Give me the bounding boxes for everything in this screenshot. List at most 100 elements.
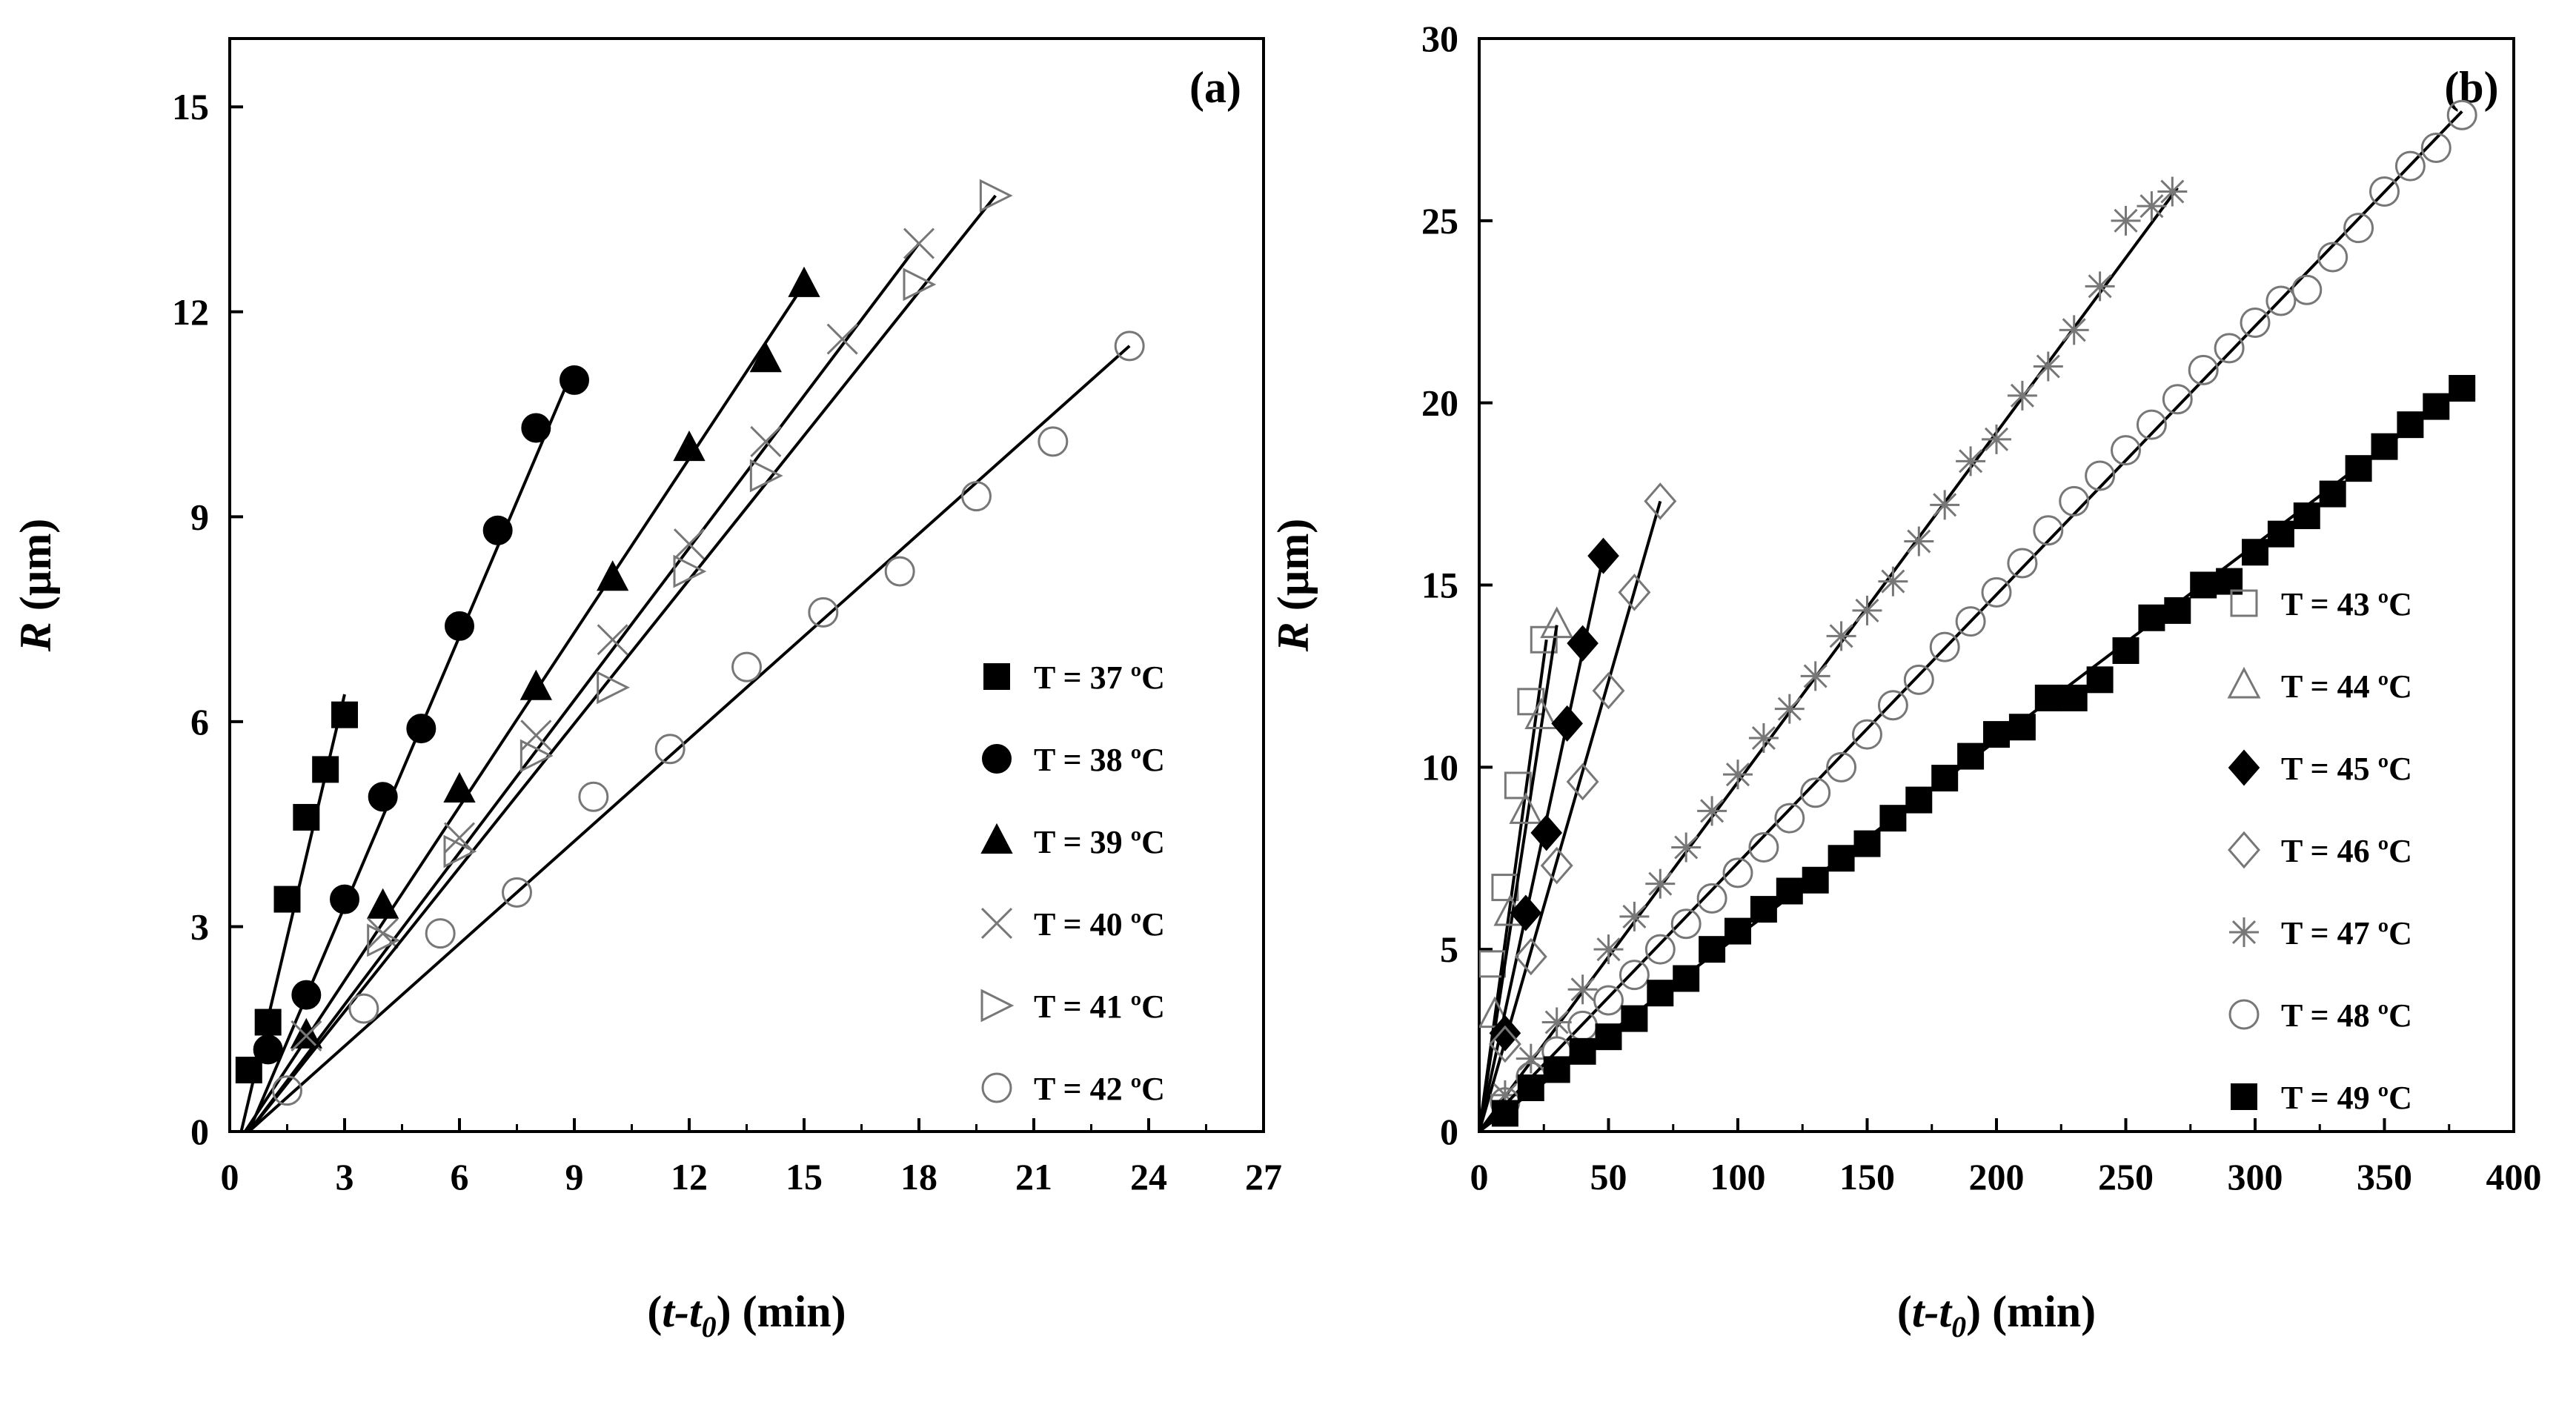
data-point	[1750, 896, 1777, 923]
data-point	[1955, 606, 1986, 637]
y-tick-label: 3	[190, 906, 209, 947]
data-point	[597, 624, 628, 656]
legend-marker	[2231, 1083, 2257, 1110]
data-point	[1514, 937, 1547, 976]
series-5	[248, 330, 1145, 1132]
data-point	[1491, 1100, 1518, 1127]
x-tick-label: 18	[900, 1156, 937, 1197]
data-point	[1776, 877, 1803, 905]
fit-line	[243, 283, 806, 1132]
data-point	[1517, 1074, 1544, 1101]
data-point	[1619, 901, 1650, 931]
data-point	[331, 701, 358, 728]
data-point	[749, 342, 782, 373]
data-point	[673, 430, 706, 462]
data-point	[1567, 974, 1598, 1005]
data-point	[2214, 333, 2245, 364]
data-point	[2111, 205, 2141, 236]
legend-label: T = 38 ºC	[1034, 742, 1165, 778]
data-point	[578, 781, 609, 812]
data-point	[1671, 832, 1702, 863]
data-point	[2293, 502, 2320, 530]
y-tick-label: 12	[172, 291, 209, 333]
x-tick-label: 21	[1015, 1156, 1052, 1197]
data-point	[1852, 719, 1882, 750]
fit-line	[1479, 500, 1662, 1132]
x-tick-label: 15	[786, 1156, 823, 1197]
data-point	[1541, 1007, 1572, 1037]
data-point	[1516, 1043, 1546, 1074]
data-point	[1540, 846, 1573, 885]
data-point	[443, 771, 476, 803]
x-axis-title: (t-t0) (min)	[647, 1287, 846, 1343]
data-point	[673, 554, 707, 588]
data-point	[1670, 908, 1702, 940]
legend-marker	[983, 663, 1010, 690]
data-point	[1510, 894, 1542, 931]
data-point	[1621, 1005, 1648, 1032]
data-point	[2420, 133, 2451, 163]
data-point	[443, 834, 477, 868]
data-point	[1826, 751, 1857, 783]
data-point	[1852, 595, 1882, 625]
fit-line	[248, 242, 920, 1132]
legend-marker	[2228, 749, 2260, 786]
data-point	[1524, 697, 1558, 729]
y-tick-label: 0	[1440, 1111, 1458, 1152]
data-point	[1566, 763, 1599, 801]
data-point	[1929, 631, 1960, 662]
data-point	[1800, 777, 1831, 808]
data-point	[1517, 688, 1545, 716]
x-tick-label: 300	[2228, 1156, 2283, 1197]
data-point	[2059, 485, 2090, 516]
data-point	[520, 720, 552, 751]
data-point	[2397, 411, 2424, 439]
data-point	[1490, 1080, 1520, 1110]
y-tick-label: 20	[1421, 382, 1458, 424]
plot-area	[235, 179, 1145, 1132]
data-point	[1828, 845, 1855, 872]
data-point	[1551, 705, 1583, 742]
data-point	[1489, 1014, 1521, 1052]
data-point	[1587, 537, 1619, 574]
data-point	[1699, 936, 1726, 963]
data-point	[2423, 393, 2450, 420]
data-point	[1774, 803, 1805, 834]
data-point	[2137, 191, 2167, 222]
data-point	[2007, 380, 2037, 411]
legend-marker	[980, 907, 1013, 940]
y-tick-label: 15	[172, 86, 209, 127]
y-tick-label: 25	[1421, 200, 1458, 242]
data-point	[1569, 1037, 1596, 1065]
data-point	[1567, 625, 1599, 662]
data-point	[2446, 99, 2477, 130]
legend-label: T = 49 ºC	[2281, 1080, 2412, 1116]
fit-line	[248, 345, 1131, 1132]
data-point	[961, 481, 992, 512]
data-point	[1723, 760, 1753, 790]
legend-label: T = 44 ºC	[2281, 668, 2412, 705]
series-2	[1479, 537, 1619, 1132]
chart-panel-b: 0 50 100 150 200 250 300 350 400 0 5 10 15 20 25 30 (t-t…	[1269, 18, 2542, 1343]
data-point	[1774, 694, 1805, 724]
data-point	[1956, 446, 1986, 476]
data-point	[2111, 435, 2141, 466]
x-tick-label: 100	[1710, 1156, 1766, 1197]
data-point	[808, 597, 839, 628]
data-point	[367, 888, 399, 919]
fit-line	[1479, 110, 2463, 1132]
fit-line	[248, 194, 997, 1132]
data-point	[273, 886, 301, 913]
data-point	[1982, 424, 2011, 454]
x-tick-label: 0	[221, 1156, 239, 1197]
legend-label: T = 43 ºC	[2281, 586, 2412, 622]
data-point	[2267, 520, 2294, 548]
data-point	[519, 669, 552, 700]
data-point	[1479, 996, 1512, 1029]
data-point	[425, 918, 456, 949]
data-point	[2008, 714, 2036, 741]
data-point	[1618, 574, 1651, 611]
series-4	[248, 179, 1013, 1132]
data-point	[2319, 480, 2346, 508]
data-point	[1722, 857, 1753, 888]
